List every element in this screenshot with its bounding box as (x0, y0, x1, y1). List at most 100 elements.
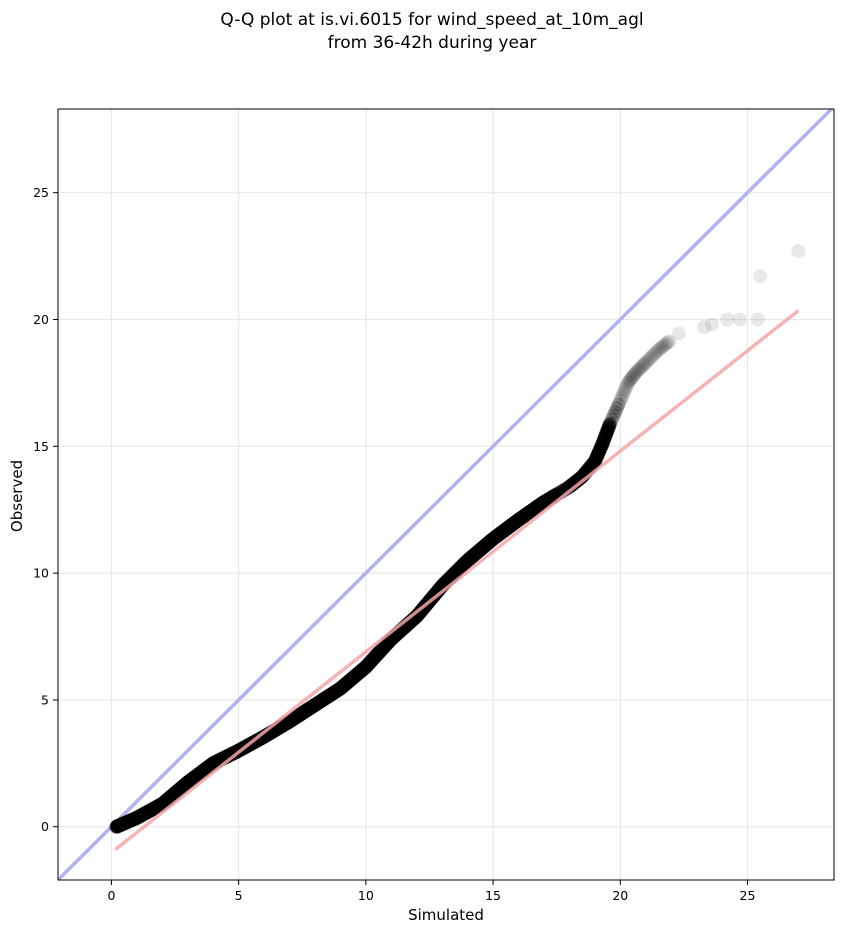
quantile-point (645, 349, 660, 364)
quantile-point (593, 442, 608, 457)
quantile-tail-point (697, 320, 712, 335)
y-tick-label: 15 (33, 439, 49, 454)
quantile-point (655, 339, 670, 354)
quantile-point (597, 431, 612, 446)
quantile-point (617, 384, 632, 399)
chart-title-line2: from 36-42h during year (328, 33, 537, 53)
quantile-point (603, 416, 618, 431)
quantile-point (662, 334, 677, 349)
quantile-point (591, 446, 606, 461)
quantile-point (623, 372, 638, 387)
x-tick-label: 10 (358, 888, 374, 903)
quantile-point (609, 401, 624, 416)
quantile-point (585, 456, 600, 471)
quantile-point (589, 451, 604, 466)
chart-title-line1: Q-Q plot at is.vi.6015 for wind_speed_at… (220, 10, 643, 30)
quantile-point (659, 336, 674, 351)
quantile-point (640, 353, 655, 368)
quantile-tail-point (753, 269, 768, 284)
quantile-point (599, 426, 614, 441)
quantile-tail-point (720, 312, 735, 327)
quantile-point (594, 438, 609, 453)
x-tick-label: 0 (107, 888, 115, 903)
quantile-point (594, 438, 609, 453)
quantile-point (591, 446, 606, 461)
quantile-tail-point (791, 244, 806, 259)
quantile-points (109, 244, 806, 834)
quantile-point (622, 374, 637, 389)
quantile-point (642, 351, 657, 366)
quantile-point (596, 434, 611, 449)
quantile-point (588, 453, 603, 468)
quantile-point (589, 449, 604, 464)
quantile-point (628, 365, 643, 380)
quantile-tail-point (704, 317, 719, 332)
quantile-point (585, 457, 600, 472)
quantile-point (627, 367, 642, 382)
quantile-point (600, 423, 615, 438)
quantile-point (630, 364, 645, 379)
quantile-tail-point (671, 326, 686, 341)
quantile-point (596, 432, 611, 447)
quantile-point (600, 422, 615, 437)
quantile-point (586, 456, 601, 471)
x-tick-label: 15 (485, 888, 501, 903)
quantile-point (599, 425, 614, 440)
quantile-point (600, 422, 615, 437)
quantile-point (595, 437, 610, 452)
quantile-point (620, 375, 635, 390)
quantile-point (601, 419, 616, 434)
quantile-point (590, 448, 605, 463)
quantile-point (595, 435, 610, 450)
quantile-point (592, 443, 607, 458)
x-axis-label: Simulated (408, 906, 484, 924)
quantile-point (614, 390, 629, 405)
quantile-point (602, 418, 617, 433)
quantile-point (600, 424, 615, 439)
quantile-point (588, 453, 603, 468)
quantile-point (635, 359, 650, 373)
quantile-point (651, 342, 666, 357)
y-axis-ticks: 0 5 10 15 20 25 (33, 185, 58, 834)
quantile-point (637, 357, 652, 372)
quantile-point (633, 360, 648, 375)
x-tick-label: 20 (612, 888, 628, 903)
x-tick-label: 25 (740, 888, 756, 903)
quantile-point (615, 387, 630, 402)
quantile-point (595, 436, 610, 451)
quantile-point (598, 429, 613, 444)
quantile-point (647, 347, 662, 362)
quantile-point (602, 417, 617, 432)
y-tick-label: 10 (33, 566, 49, 581)
quantile-point (611, 397, 626, 412)
quantile-point (638, 355, 653, 370)
quantile-tail-point (732, 312, 747, 327)
quantile-point (596, 433, 611, 448)
quantile-point (596, 435, 611, 450)
x-axis-ticks: 0 5 10 15 20 25 (107, 880, 755, 903)
quantile-point (590, 448, 605, 463)
identity-line (58, 109, 834, 880)
quantile-point (598, 428, 613, 443)
quantile-point (602, 418, 617, 433)
y-tick-label: 5 (41, 692, 49, 707)
quantile-point (597, 431, 612, 446)
y-tick-label: 0 (41, 819, 49, 834)
y-tick-label: 20 (33, 312, 49, 327)
quantile-point (589, 450, 604, 465)
quantile-point (586, 455, 601, 470)
quantile-point (592, 443, 607, 458)
quantile-point (590, 447, 605, 462)
quantile-point (601, 421, 616, 436)
quantile-point (597, 430, 612, 445)
quantile-point (593, 441, 608, 456)
quantile-point (619, 378, 634, 393)
quantile-point (588, 452, 603, 467)
quantile-point (599, 427, 614, 442)
quantile-point (598, 427, 613, 442)
quantile-point (593, 440, 608, 455)
quantile-point (601, 420, 616, 435)
y-tick-label: 25 (33, 185, 49, 200)
quantile-tail-point (750, 312, 765, 327)
